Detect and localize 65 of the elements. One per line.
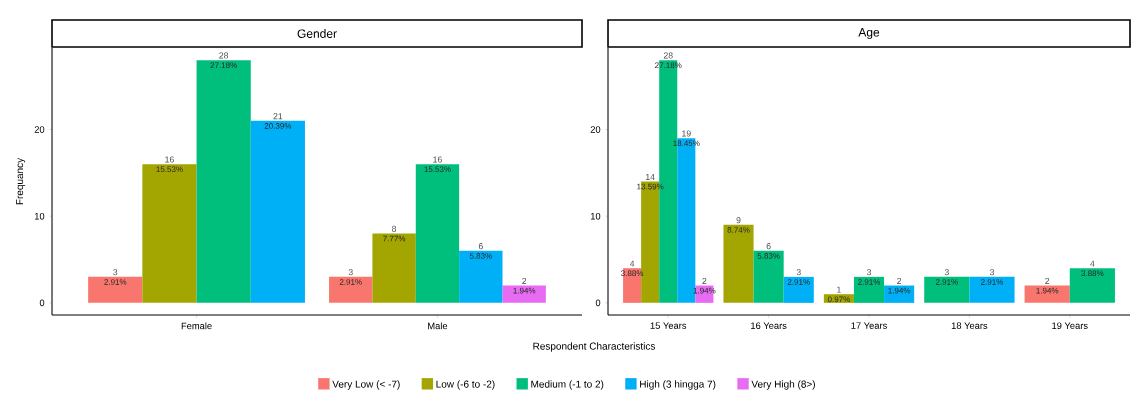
data-label: 4: [1090, 260, 1095, 267]
annotation: 15.53%: [424, 166, 451, 173]
data-label: 21: [273, 113, 283, 120]
annotation: 2.91%: [935, 279, 958, 285]
x-tick-label: 16 Years: [751, 322, 787, 329]
x-tick-label: 15 Years: [650, 322, 687, 329]
data-label: 2: [702, 277, 707, 284]
y-tick-label: 10: [34, 212, 45, 220]
x-tick-label: Female: [181, 322, 212, 330]
annotation: 1.94%: [1036, 287, 1059, 294]
data-label: 16: [165, 156, 174, 163]
data-label: 6: [478, 243, 483, 250]
legend-label: High (3 hingga 7): [640, 380, 716, 390]
legend-label: Medium (-1 to 2): [531, 380, 604, 390]
data-label: 1: [837, 286, 841, 293]
annotation: 1.94%: [888, 287, 911, 294]
data-label: 3: [944, 269, 949, 276]
data-label: 3: [866, 269, 872, 276]
data-label: 14: [646, 173, 655, 180]
annotation: 2.91%: [787, 279, 810, 285]
x-tick-label: 17 Years: [851, 322, 887, 329]
annotation: 27.18%: [210, 62, 237, 69]
annotation: 2.91%: [339, 279, 362, 285]
annotation: 0.97%: [827, 296, 850, 303]
chart-title: Age: [858, 28, 880, 39]
chart-title: Gender: [297, 29, 337, 38]
data-label: 3: [796, 269, 801, 276]
legend-label: Low (-6 to -2): [436, 380, 495, 390]
annotation: 8.74%: [727, 227, 750, 233]
y-axis-title: Frequancy: [16, 157, 26, 205]
data-label: 16: [433, 156, 442, 163]
x-tick-label: 19 Years: [1052, 322, 1088, 329]
annotation: 20.39%: [264, 123, 292, 129]
data-label: 28: [663, 52, 673, 59]
annotation: 7.77%: [383, 235, 406, 242]
x-tick-label: 18 Years: [951, 322, 988, 329]
annotation: 2.91%: [104, 279, 127, 285]
annotation: 5.83%: [469, 253, 492, 259]
x-axis-title: Respondent Characteristics: [533, 342, 656, 352]
data-label: 3: [989, 269, 994, 276]
data-label: 6: [766, 243, 771, 250]
annotation: 1.94%: [513, 287, 536, 294]
legend-label: Very High (8>): [751, 380, 815, 390]
data-label: 3: [348, 269, 353, 276]
data-label: 9: [736, 217, 741, 224]
annotation: 15.53%: [156, 166, 183, 173]
data-label: 28: [219, 52, 229, 59]
data-label: 8: [392, 225, 397, 232]
annotation: 3.88%: [1081, 270, 1104, 277]
data-label: 3: [113, 269, 118, 276]
data-label: 2: [522, 277, 527, 284]
y-tick-label: 0: [39, 299, 45, 307]
annotation: 2.91%: [858, 279, 881, 285]
annotation: 2.91%: [981, 279, 1004, 285]
y-tick-label: 20: [590, 126, 601, 133]
data-label: 2: [1045, 277, 1050, 284]
y-tick-label: 0: [595, 299, 601, 307]
data-label: 19: [682, 130, 691, 137]
annotation: 5.83%: [757, 253, 780, 259]
data-label: 2: [897, 277, 902, 284]
data-label: 4: [629, 260, 635, 267]
y-tick-label: 10: [590, 212, 601, 220]
x-tick-label: Male: [428, 322, 448, 330]
legend-label: Very Low (< -7): [332, 380, 400, 390]
y-tick-label: 20: [34, 126, 45, 133]
